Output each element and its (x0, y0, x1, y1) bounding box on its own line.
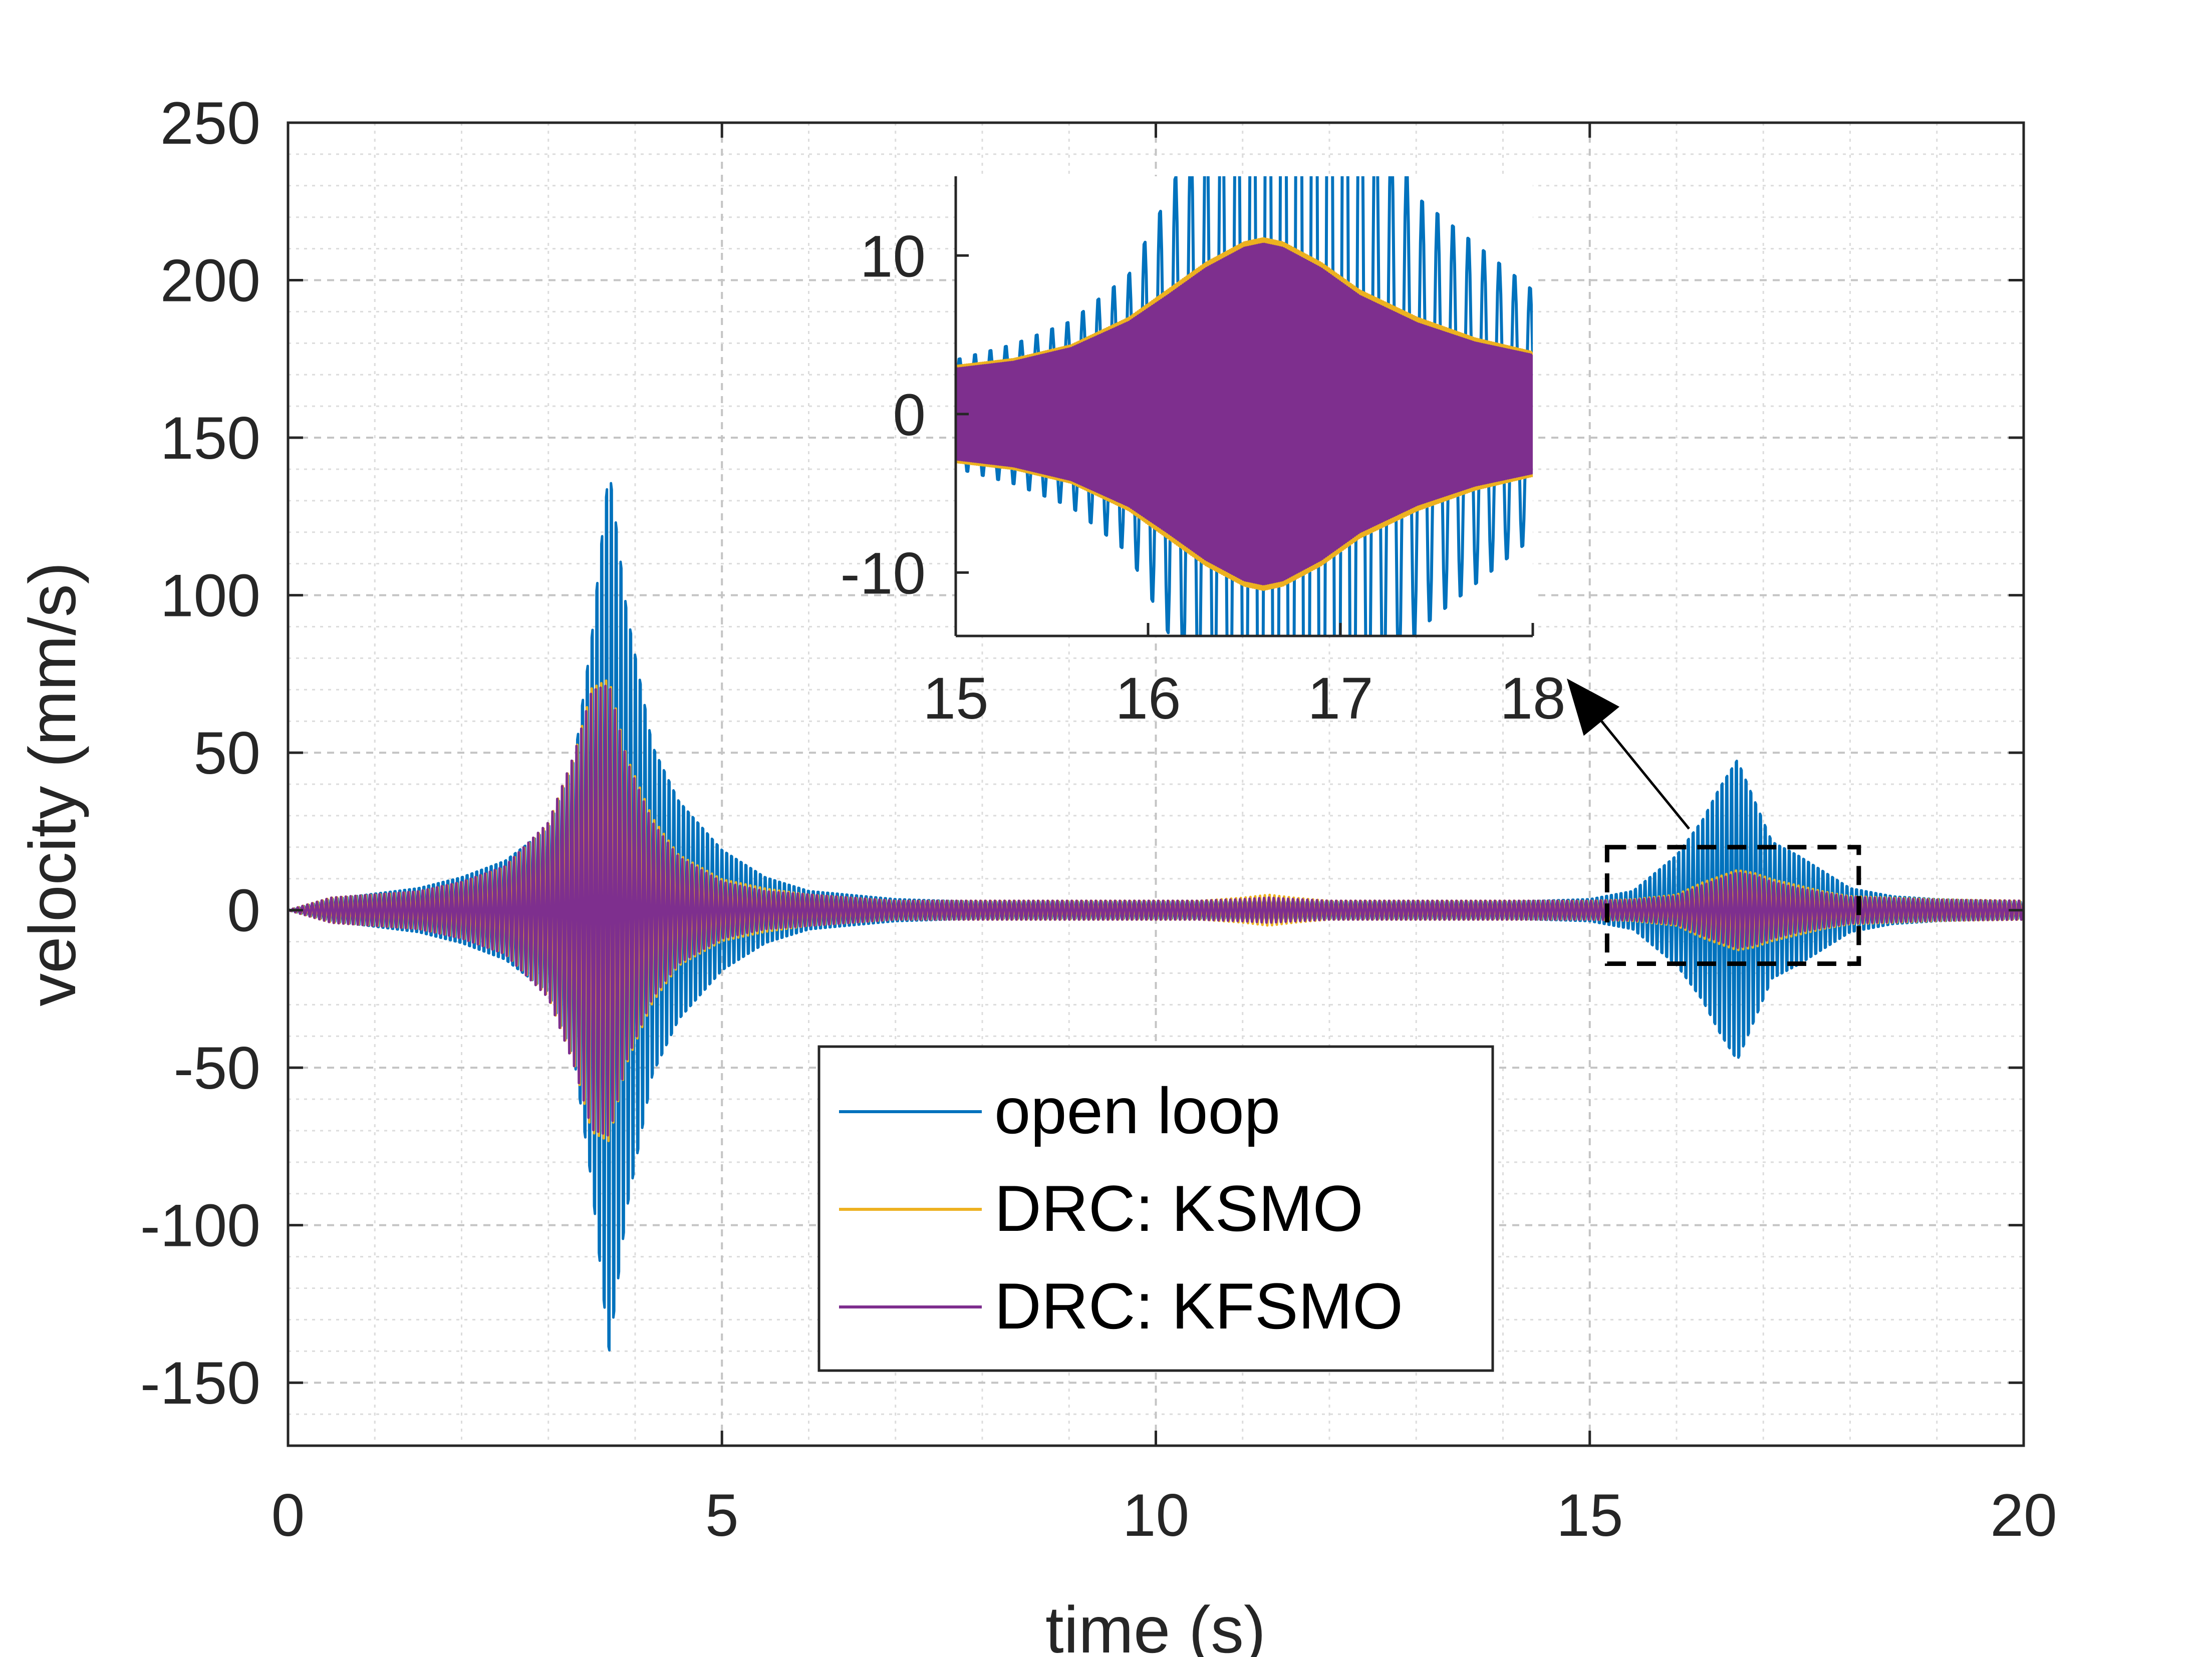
inset-x-tick-label: 15 (923, 666, 988, 732)
y-tick-label: -50 (174, 1035, 260, 1102)
series-drc-kfsmo (288, 685, 2024, 1137)
inset-ticks: 15 16 17 18 -10 0 10 (840, 223, 1565, 732)
inset-y-tick-label: -10 (840, 540, 926, 606)
x-tick-label: 20 (1990, 1482, 2057, 1549)
inset-series-open-loop (956, 176, 1533, 636)
y-tick-label: 0 (227, 877, 260, 944)
legend-label-drc-kfsmo: DRC: KFSMO (994, 1269, 1403, 1343)
inset-series-group (956, 176, 1533, 636)
zoom-arrow (1600, 720, 1690, 830)
y-tick-label: 100 (160, 562, 260, 629)
zoom-arrow-head (1567, 679, 1620, 736)
x-tick-label: 15 (1556, 1482, 1623, 1549)
y-tick-label: -150 (140, 1350, 260, 1417)
x-axis-label: time (s) (1045, 1593, 1266, 1657)
inset-y-tick-label: 0 (893, 382, 926, 448)
legend-label-open-loop: open loop (994, 1074, 1280, 1147)
legend: open loop DRC: KSMO DRC: KFSMO (817, 1045, 1494, 1372)
main-series-group (288, 482, 2024, 1352)
inset-x-tick-label: 17 (1307, 666, 1373, 732)
x-tick-label: 10 (1123, 1482, 1189, 1549)
y-tick-label: 150 (160, 405, 260, 472)
x-tick-label: 5 (705, 1482, 739, 1549)
legend-label-drc-ksmo: DRC: KSMO (994, 1172, 1363, 1245)
inset-x-tick-label: 18 (1500, 666, 1565, 732)
y-tick-label: 250 (160, 90, 260, 157)
y-tick-label: 50 (194, 720, 260, 787)
y-tick-label: 200 (160, 247, 260, 314)
inset-series-drc-kfsmo (956, 242, 1533, 585)
inset-x-tick-label: 16 (1115, 666, 1181, 732)
inset-y-tick-label: 10 (860, 223, 926, 289)
y-axis-label: velocity (mm/s) (16, 562, 89, 1006)
y-tick-label: -100 (140, 1192, 260, 1259)
x-tick-label: 0 (271, 1482, 305, 1549)
zoom-box (1604, 845, 1861, 966)
